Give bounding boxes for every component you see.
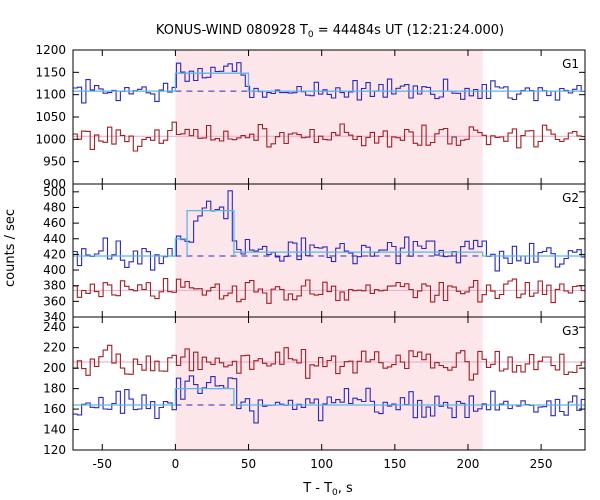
chart-title: KONUS-WIND 080928 T0 = 44484s UT (12:21:… <box>156 23 504 40</box>
panel-label: G1 <box>562 57 579 71</box>
model-curve <box>73 72 585 92</box>
model-curve <box>73 209 585 257</box>
panel-label: G2 <box>562 191 579 205</box>
y-tick-label: 950 <box>43 155 66 169</box>
y-tick-label: 900 <box>43 177 66 191</box>
series-upper <box>73 62 585 104</box>
y-tick-label: 380 <box>43 279 66 293</box>
y-tick-label: 180 <box>43 382 66 396</box>
y-tick-label: 140 <box>43 423 66 437</box>
series-upper <box>73 375 585 424</box>
y-tick-label: 120 <box>43 443 66 457</box>
y-tick-label: 200 <box>43 361 66 375</box>
y-tick-label: 440 <box>43 232 66 246</box>
y-axis-label: counts / sec <box>3 209 18 287</box>
panel-label: G3 <box>562 324 579 338</box>
panel-frame <box>72 316 586 451</box>
x-axis-label: T - T0, s <box>302 481 353 498</box>
x-tick-label: 50 <box>241 457 256 471</box>
y-tick-label: 480 <box>43 200 66 214</box>
y-tick-label: 240 <box>43 320 66 334</box>
y-tick-label: 1000 <box>35 132 66 146</box>
y-tick-label: 1150 <box>35 65 66 79</box>
y-tick-label: 1200 <box>35 43 66 57</box>
y-tick-label: 500 <box>43 185 66 199</box>
panel-g3: 120 140 160 180 200 220 240 G3 <box>43 316 586 457</box>
x-tick-label: 200 <box>457 457 480 471</box>
y-tick-label: 1050 <box>35 110 66 124</box>
model-curve <box>73 387 585 406</box>
x-tick-label: -50 <box>92 457 112 471</box>
series-lower <box>73 121 585 152</box>
y-tick-label: 160 <box>43 402 66 416</box>
y-tick-label: 400 <box>43 263 66 277</box>
y-tick-label: 220 <box>43 341 66 355</box>
highlight-interval <box>175 50 483 450</box>
y-tick-label: 460 <box>43 216 66 230</box>
series-lower <box>73 344 585 381</box>
y-tick-label: 1100 <box>35 88 66 102</box>
x-tick-label: 250 <box>530 457 553 471</box>
y-tick-label: 360 <box>43 294 66 308</box>
x-tick-label: 150 <box>383 457 406 471</box>
y-tick-label: 340 <box>43 310 66 324</box>
x-tick-label: 100 <box>310 457 333 471</box>
x-tick-label: 0 <box>172 457 180 471</box>
y-tick-label: 420 <box>43 247 66 261</box>
plot-area: 90095010001050110011501200G1340360380400… <box>35 43 586 471</box>
series-lower <box>73 278 585 304</box>
